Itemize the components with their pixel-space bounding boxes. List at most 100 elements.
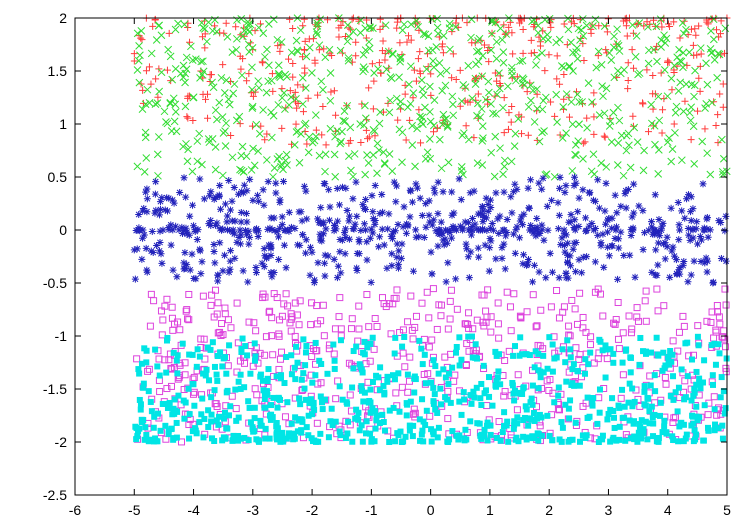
point	[602, 179, 610, 187]
point	[694, 107, 702, 115]
point	[549, 341, 556, 348]
point	[693, 431, 700, 438]
point	[530, 433, 537, 440]
point	[282, 290, 290, 298]
point	[216, 413, 223, 420]
point	[155, 410, 162, 417]
point	[292, 120, 300, 128]
point	[479, 207, 487, 215]
point	[389, 300, 397, 308]
point	[252, 327, 260, 335]
point	[384, 378, 391, 385]
point	[281, 380, 288, 387]
point	[623, 32, 631, 40]
point	[203, 366, 210, 373]
point	[660, 31, 668, 40]
point	[188, 167, 197, 176]
point	[188, 250, 196, 258]
point	[691, 386, 698, 393]
point	[461, 396, 468, 403]
point	[411, 323, 419, 331]
point	[308, 248, 316, 256]
point	[703, 215, 711, 223]
point	[251, 357, 258, 364]
point	[434, 409, 441, 416]
x-tick-label: -2	[306, 502, 319, 518]
point	[510, 425, 517, 432]
point	[535, 350, 542, 357]
point	[534, 21, 542, 30]
point	[706, 170, 715, 179]
point	[564, 14, 572, 23]
point	[343, 37, 352, 46]
point	[718, 374, 725, 381]
point	[439, 188, 447, 196]
point	[605, 49, 614, 57]
point	[584, 394, 591, 401]
point	[165, 29, 173, 37]
point	[555, 392, 562, 399]
point	[162, 435, 170, 443]
point	[228, 48, 237, 56]
point	[235, 414, 242, 421]
point	[523, 88, 531, 96]
point	[342, 435, 349, 442]
point	[519, 49, 527, 57]
point	[362, 34, 370, 42]
point	[253, 225, 261, 233]
point	[334, 217, 342, 225]
point	[223, 370, 230, 377]
point	[219, 61, 227, 69]
point	[420, 233, 428, 241]
point	[677, 156, 686, 165]
point	[589, 398, 596, 405]
point	[167, 241, 175, 249]
point	[242, 343, 249, 350]
point	[377, 364, 384, 371]
point	[418, 212, 426, 220]
point	[240, 181, 248, 189]
x-tick-label: 2	[545, 502, 553, 518]
point	[381, 21, 390, 30]
point	[423, 148, 432, 157]
point	[164, 207, 172, 215]
point	[376, 419, 383, 426]
point	[487, 224, 495, 232]
point	[243, 218, 251, 226]
point	[514, 420, 521, 427]
point	[309, 379, 316, 386]
point	[599, 436, 606, 443]
point	[398, 158, 406, 167]
point	[487, 100, 495, 108]
point	[406, 99, 415, 108]
point	[591, 197, 599, 205]
point	[644, 128, 652, 136]
point	[197, 335, 205, 343]
point	[660, 302, 668, 310]
point	[163, 119, 172, 128]
point	[407, 36, 415, 44]
point	[670, 252, 678, 260]
point	[566, 252, 574, 260]
point	[175, 226, 183, 234]
point	[438, 229, 446, 237]
point	[312, 339, 319, 346]
point	[491, 69, 499, 77]
series-star	[130, 173, 730, 287]
point	[313, 22, 322, 30]
point	[350, 150, 359, 158]
point	[487, 237, 495, 245]
point	[452, 75, 460, 83]
point	[416, 48, 424, 56]
point	[277, 438, 284, 445]
point	[598, 82, 606, 90]
point	[342, 225, 350, 233]
point	[356, 28, 365, 37]
point	[579, 253, 587, 261]
point	[237, 65, 245, 73]
point	[245, 240, 253, 248]
point	[553, 75, 561, 83]
point	[317, 393, 324, 400]
point	[562, 90, 571, 98]
point	[209, 339, 216, 346]
